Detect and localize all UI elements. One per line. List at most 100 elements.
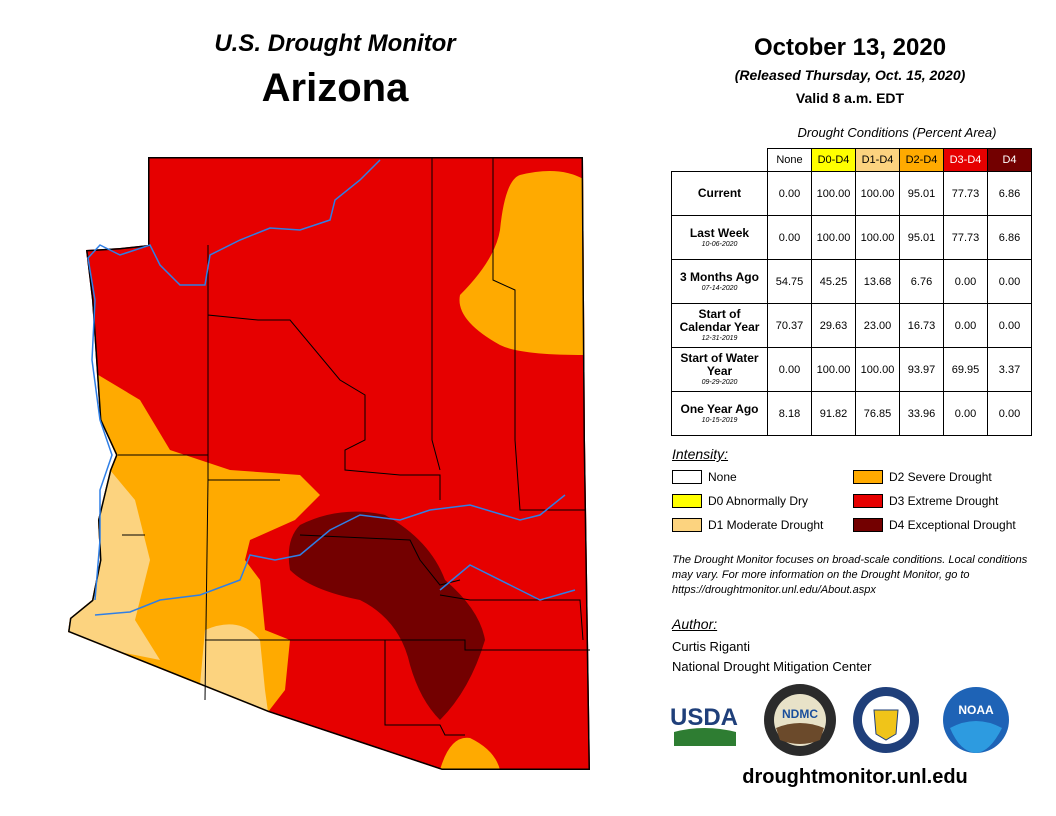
table-cell: 0.00 [767,171,812,216]
logo-ndmc: NDMC [764,684,836,756]
row-name: One Year Ago [680,401,759,416]
table-cell: 100.00 [811,171,856,216]
legend-title: Intensity: [672,446,729,462]
row-date: 09-29-2020 [701,379,738,386]
header-row: None D0-D4 D1-D4 D2-D4 D3-D4 D4 [672,148,1032,172]
legend-label: D3 Extreme Drought [889,494,999,508]
legend-label: D2 Severe Drought [889,470,992,484]
table-cell: 45.25 [811,259,856,304]
legend-swatch [853,470,883,484]
table-cell: 0.00 [943,303,988,348]
column-header: D1-D4 [855,148,900,172]
legend-swatch [853,518,883,532]
legend-label: D4 Exceptional Drought [889,518,1016,532]
table-cell: 91.82 [811,391,856,436]
table-cell: 100.00 [811,347,856,392]
logos: USDA NDMC NOAA [670,684,1009,756]
legend-item: D4 Exceptional Drought [853,518,1016,532]
row-label: One Year Ago 10-15-2019 [671,391,768,436]
legend-swatch [672,494,702,508]
table-cell: 0.00 [987,391,1032,436]
row-label: Current [671,171,768,216]
rivers [87,159,576,616]
table-row: Current 0.00 100.00 100.00 95.01 77.73 6.86 [671,171,1032,216]
logo-text: NOAA [958,703,994,717]
table-cell: 6.86 [987,215,1032,260]
table-cell: 77.73 [943,215,988,260]
table-cell: 13.68 [855,259,900,304]
table-cell: 76.85 [855,391,900,436]
table-row: Last Week 10-06-2020 0.00 100.00 100.00 95.01… [671,215,1032,260]
corner [672,149,768,172]
table-cell: 95.01 [899,171,944,216]
legend-label: D1 Moderate Drought [708,518,824,532]
column-header: D2-D4 [899,148,944,172]
legend-item: D3 Extreme Drought [853,494,998,508]
county-lines [118,157,590,736]
table-cell: 100.00 [855,171,900,216]
logo-commerce [853,687,919,753]
table-cell: 93.97 [899,347,944,392]
table-cell: 6.76 [899,259,944,304]
logo-text: NDMC [782,707,818,721]
drought-areas [68,157,590,770]
map [68,157,590,770]
row-label: Start of Calendar Year 12-31-2019 [671,303,768,348]
column-header: D0-D4 [811,148,856,172]
row-date: 12-31-2019 [701,335,738,342]
legend-item: D1 Moderate Drought [672,518,823,532]
table-cell: 100.00 [855,347,900,392]
table-cell: 23.00 [855,303,900,348]
table-cell: 70.37 [767,303,812,348]
table-row: 3 Months Ago 07-14-2020 54.75 45.25 13.68 6.7… [671,259,1032,304]
valid-time: Valid 8 a.m. EDT [795,90,905,106]
row-name: Start of Water Year [680,351,759,378]
table-cell: 0.00 [943,391,988,436]
legend-item: D0 Abnormally Dry [672,494,808,508]
column-header: D3-D4 [943,148,988,172]
legend-swatch [672,470,702,484]
author: Curtis Riganti National Drought Mitigati… [672,637,871,677]
note: The Drought Monitor focuses on broad-sca… [672,554,1028,596]
legend-swatch [672,518,702,532]
row-name: Start of Calendar Year [679,307,760,334]
table-row: Start of Water Year 09-29-2020 0.00 100.00 1… [671,347,1032,392]
row-date: 10-06-2020 [701,240,738,248]
table-cell: 8.18 [767,391,812,436]
logo-text: USDA [670,704,738,731]
table-caption: Drought Conditions (Percent Area) [797,125,997,140]
table-cell: 33.96 [899,391,944,436]
table-cell: 100.00 [855,215,900,260]
legend-swatch [853,494,883,508]
table-cell: 16.73 [899,303,944,348]
conditions-table: None D0-D4 D1-D4 D2-D4 D3-D4 D4 Current 0.00 100… [671,148,1032,436]
author-org: National Drought Mitigation Center [672,659,872,674]
author-name: Curtis Riganti [672,639,751,654]
table-cell: 0.00 [943,259,988,304]
table-cell: 0.00 [767,347,812,392]
legend-item: None [672,470,737,484]
column-header: None [767,148,812,172]
table-cell: 6.86 [987,171,1032,216]
table-row: One Year Ago 10-15-2019 8.18 91.82 76.85 33.9… [671,391,1032,436]
row-label: Start of Water Year 09-29-2020 [671,347,768,392]
table-cell: 3.37 [987,347,1032,392]
author-title: Author: [672,616,718,632]
logo-noaa: NOAA [943,687,1009,753]
table-cell: 77.73 [943,171,988,216]
release-date: (Released Thursday, Oct. 15, 2020) [734,67,966,83]
column-header: D4 [987,148,1032,172]
row-label: 3 Months Ago 07-14-2020 [671,259,768,304]
row-date: 07-14-2020 [701,284,738,292]
legend-label: None [708,470,737,484]
table-cell: 0.00 [767,215,812,260]
table-cell: 0.00 [987,259,1032,304]
row-date: 10-15-2019 [701,416,738,424]
row-label: Last Week 10-06-2020 [671,215,768,260]
row-name: Last Week [689,225,750,240]
table-cell: 69.95 [943,347,988,392]
row-name: Current [697,186,742,200]
url: droughtmonitor.unl.edu [742,766,968,788]
table-cell: 29.63 [811,303,856,348]
